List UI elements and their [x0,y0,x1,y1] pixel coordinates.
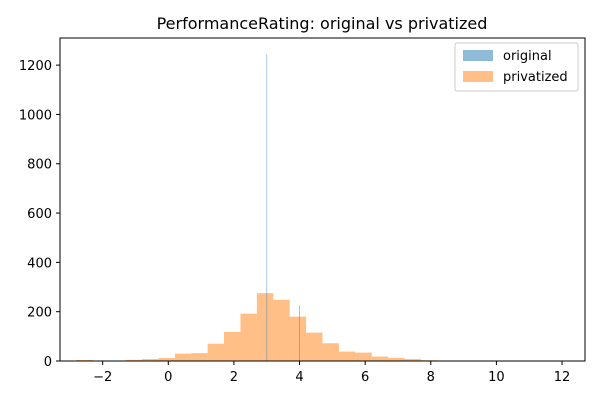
y-tick-label: 0 [44,355,52,370]
privatized-bar-9 [224,331,241,361]
y-tick-label: 200 [27,306,52,321]
y-tick-label: 600 [27,207,52,222]
y-tick-label: 1200 [19,59,52,74]
x-tick-label: 2 [230,370,238,385]
privatized-bar-6 [174,353,192,361]
x-axis: −2 0 2 4 6 8 10 12 [93,361,570,385]
x-tick-label: 10 [488,370,505,385]
y-axis: 0 200 400 600 800 1000 1200 [19,59,60,370]
y-tick-label: 400 [27,256,52,271]
x-tick-label: 4 [295,370,303,385]
x-tick-label: 0 [164,370,172,385]
privatized-bar-5 [158,358,175,361]
privatized-bar-15 [322,343,339,361]
privatized-bar-18 [371,356,389,361]
privatized-bar-13 [289,316,307,361]
legend-label-privatized: privatized [503,70,568,85]
privatized-bar-7 [191,353,208,361]
legend-swatch-original [463,50,493,61]
privatized-bar-3 [125,359,143,361]
privatized-bar-14 [306,332,323,361]
privatized-bar-8 [207,343,225,361]
original-bars [266,54,300,362]
y-tick-label: 1000 [19,108,52,123]
legend-label-original: original [503,49,552,64]
privatized-bar-16 [338,351,356,361]
x-tick-label: 12 [554,370,571,385]
original-bar-1 [299,305,300,361]
privatized-bar-12 [273,299,290,361]
legend-swatch-privatized [463,71,493,82]
x-tick-label: 6 [361,370,369,385]
privatized-bar-19 [388,357,405,361]
privatized-bar-17 [355,352,372,361]
x-tick-label: 8 [427,370,435,385]
legend: original privatized [454,42,579,92]
privatized-bar-10 [240,313,257,361]
x-tick-label: −2 [93,370,112,385]
privatized-bar-11 [256,293,274,361]
privatized-bar-20 [404,359,421,361]
original-bar-0 [266,54,268,362]
privatized-bar-4 [142,359,159,361]
plot-frame [59,37,586,362]
chart-title: PerformanceRating: original vs privatize… [157,14,488,33]
y-tick-label: 800 [27,158,52,173]
